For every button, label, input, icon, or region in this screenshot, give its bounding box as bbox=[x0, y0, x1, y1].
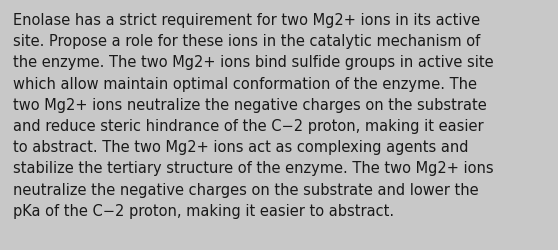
Text: to abstract. The two Mg2+ ions act as complexing agents and: to abstract. The two Mg2+ ions act as co… bbox=[13, 140, 469, 154]
Text: two Mg2+ ions neutralize the negative charges on the substrate: two Mg2+ ions neutralize the negative ch… bbox=[13, 98, 487, 112]
Text: Enolase has a strict requirement for two Mg2+ ions in its active: Enolase has a strict requirement for two… bbox=[13, 13, 480, 28]
Text: stabilize the tertiary structure of the enzyme. The two Mg2+ ions: stabilize the tertiary structure of the … bbox=[13, 161, 494, 176]
Text: which allow maintain optimal conformation of the enzyme. The: which allow maintain optimal conformatio… bbox=[13, 76, 477, 91]
Text: pKa of the C−2 proton, making it easier to abstract.: pKa of the C−2 proton, making it easier … bbox=[13, 203, 394, 218]
Text: site. Propose a role for these ions in the catalytic mechanism of: site. Propose a role for these ions in t… bbox=[13, 34, 480, 49]
Text: neutralize the negative charges on the substrate and lower the: neutralize the negative charges on the s… bbox=[13, 182, 479, 197]
Text: and reduce steric hindrance of the C−2 proton, making it easier: and reduce steric hindrance of the C−2 p… bbox=[13, 118, 484, 134]
Text: the enzyme. The two Mg2+ ions bind sulfide groups in active site: the enzyme. The two Mg2+ ions bind sulfi… bbox=[13, 55, 494, 70]
